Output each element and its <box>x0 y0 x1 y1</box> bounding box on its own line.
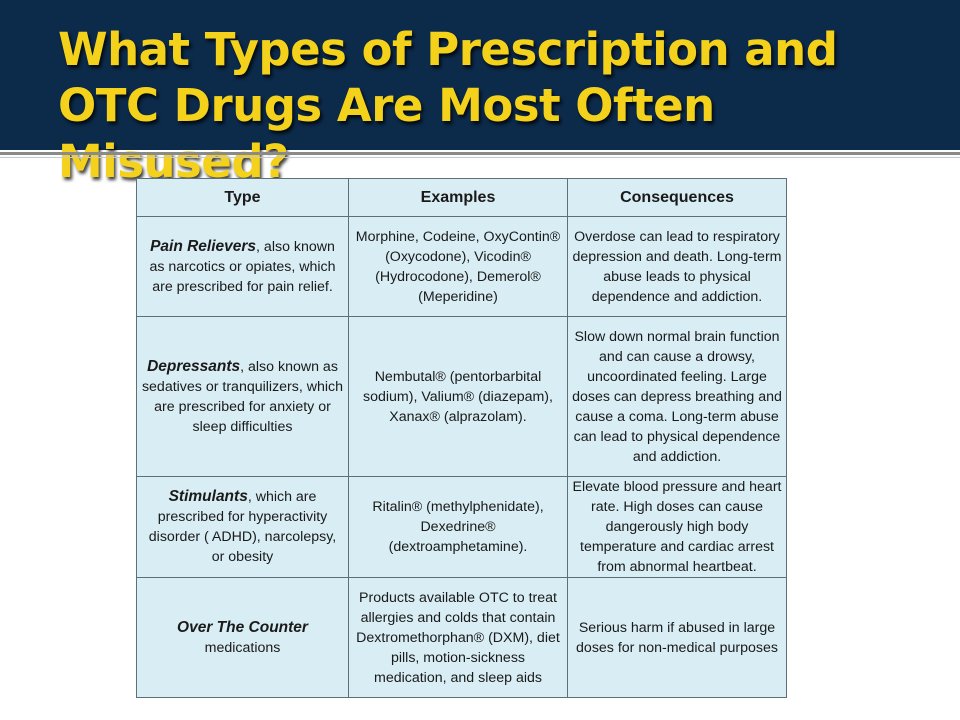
consequences-cell: Overdose can lead to respiratory depress… <box>567 216 787 317</box>
type-description: medications <box>204 639 281 656</box>
header-examples: Examples <box>348 178 568 217</box>
examples-cell: Ritalin® (methylphenidate), Dexedrine® (… <box>348 476 568 578</box>
type-description: , also known as sedatives or tranquilize… <box>141 358 344 435</box>
type-cell: Stimulants, which are prescribed for hyp… <box>136 476 349 578</box>
title-divider <box>0 152 960 155</box>
header-consequences: Consequences <box>567 178 787 217</box>
type-description: , also known as narcotics or opiates, wh… <box>149 238 336 295</box>
type-name: Pain Relievers <box>150 237 257 255</box>
consequences-cell: Elevate blood pressure and heart rate. H… <box>567 476 787 578</box>
type-name: Depressants <box>147 357 241 375</box>
type-name: Stimulants <box>168 488 248 505</box>
type-cell: Over The Counter medications <box>136 577 349 698</box>
examples-cell: Nembutal® (pentorbarbital sodium), Valiu… <box>348 316 568 477</box>
table-row: Depressants, also known as sedatives or … <box>136 316 787 477</box>
examples-cell: Products available OTC to treat allergie… <box>348 577 568 698</box>
consequences-cell: Slow down normal brain function and can … <box>567 316 787 477</box>
type-description: , which are prescribed for hyperactivity… <box>148 489 337 565</box>
table-row: Pain Relievers, also known as narcotics … <box>136 216 787 317</box>
table-row: Over The Counter medications Products ava… <box>136 577 787 698</box>
title-band: What Types of Prescription and OTC Drugs… <box>0 0 960 188</box>
header-type: Type <box>136 178 349 217</box>
examples-cell: Morphine, Codeine, OxyContin® (Oxycodone… <box>348 216 568 317</box>
drug-table: Type Examples Consequences Pain Reliever… <box>136 178 787 698</box>
consequences-cell: Serious harm if abused in large doses fo… <box>567 577 787 698</box>
table-header-row: Type Examples Consequences <box>136 178 787 217</box>
type-cell: Pain Relievers, also known as narcotics … <box>136 216 349 317</box>
slide-title: What Types of Prescription and OTC Drugs… <box>58 23 838 188</box>
table-row: Stimulants, which are prescribed for hyp… <box>136 476 787 578</box>
drug-table-container: Type Examples Consequences Pain Reliever… <box>136 178 787 698</box>
title-divider-thin <box>0 157 960 158</box>
type-cell: Depressants, also known as sedatives or … <box>136 316 349 477</box>
type-name: Over The Counter <box>177 618 308 636</box>
